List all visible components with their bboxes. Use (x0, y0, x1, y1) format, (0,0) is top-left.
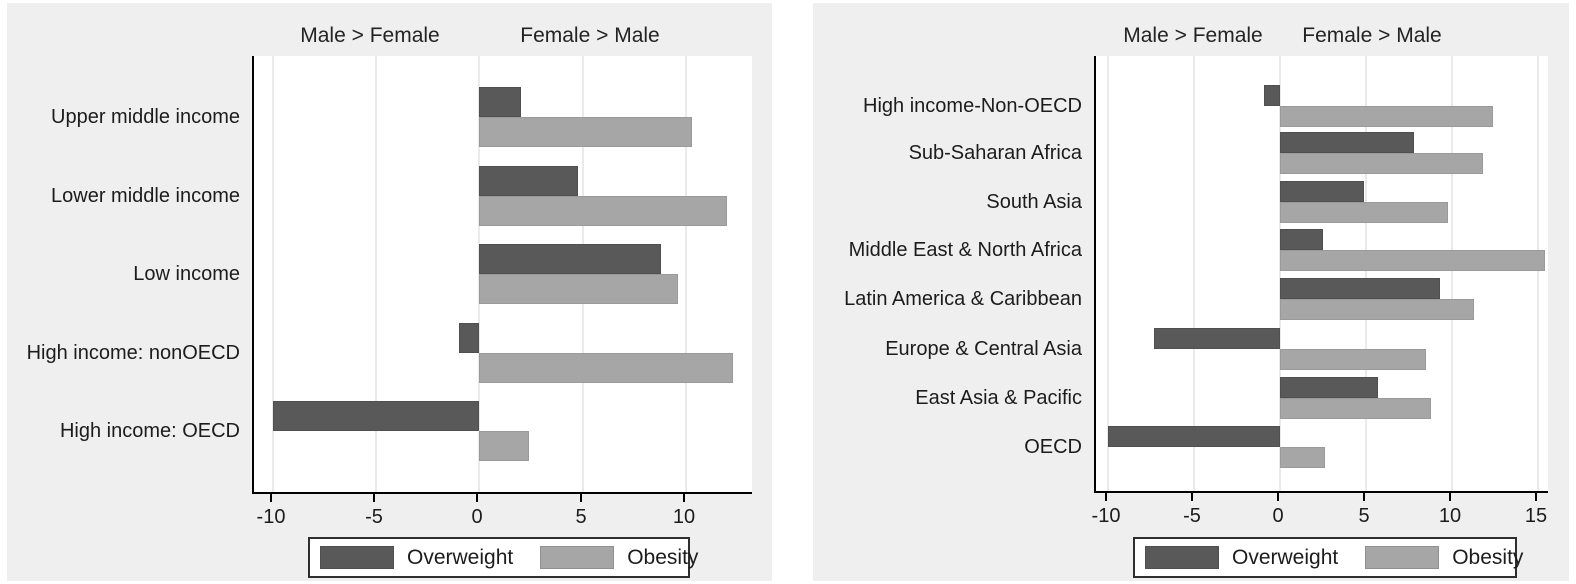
legend-label-obesity: Obesity (627, 545, 699, 569)
bar-overweight (458, 323, 480, 353)
x-axis-tick (270, 494, 272, 502)
category-label: High income-Non-OECD (863, 95, 1082, 117)
x-axis-tick (1191, 493, 1193, 501)
bar-obesity (479, 117, 693, 147)
x-axis-tick (1105, 493, 1107, 501)
x-axis-tick (373, 494, 375, 502)
bar-overweight (1279, 377, 1378, 398)
category-label: East Asia & Pacific (915, 387, 1082, 409)
gridline (375, 56, 377, 492)
bar-overweight (1279, 181, 1365, 202)
gridline (478, 56, 480, 492)
bar-overweight (1279, 229, 1323, 250)
bar-overweight (479, 244, 662, 274)
bar-overweight (479, 166, 579, 196)
x-axis-tick-label: -5 (1183, 505, 1201, 527)
income-group-chart-panel: Male > Female Female > Male Overweight O… (7, 3, 772, 581)
annotation-male-gt-female: Male > Female (1123, 24, 1263, 47)
category-label: High income: nonOECD (26, 342, 240, 364)
legend-swatch-overweight (1145, 546, 1219, 569)
x-axis-tick (476, 494, 478, 502)
annotation-female-gt-male: Female > Male (520, 24, 660, 47)
category-label: Upper middle income (51, 106, 240, 128)
x-axis-tick (1449, 493, 1451, 501)
x-axis-tick-label: 5 (1358, 505, 1370, 527)
legend-label-overweight: Overweight (1232, 545, 1339, 569)
category-label: Sub-Saharan Africa (908, 142, 1082, 164)
x-axis-tick (580, 494, 582, 502)
category-label: OECD (1024, 436, 1082, 458)
gridline (1193, 56, 1195, 491)
bar-obesity (1279, 250, 1545, 271)
x-axis-tick-label: 10 (1438, 505, 1462, 527)
x-axis-tick-label: 10 (672, 506, 696, 528)
legend-swatch-overweight (320, 546, 394, 569)
x-axis-tick-label: 5 (575, 506, 587, 528)
gridline (272, 56, 274, 492)
legend: Overweight Obesity (308, 537, 698, 578)
category-label: Latin America & Caribbean (844, 288, 1082, 310)
plot-area (1094, 56, 1548, 493)
bar-obesity (479, 353, 734, 383)
x-axis-tick-label: -10 (1091, 505, 1121, 527)
x-axis-tick (1277, 493, 1279, 501)
x-axis-tick-label: 0 (1272, 505, 1284, 527)
bar-obesity (479, 431, 529, 461)
bar-obesity (1279, 349, 1426, 370)
gridline (1107, 56, 1109, 491)
bar-overweight (272, 401, 480, 431)
gridline (1365, 56, 1367, 491)
bar-obesity (1279, 106, 1493, 127)
bar-obesity (479, 196, 728, 226)
category-label: Europe & Central Asia (885, 338, 1082, 360)
bar-overweight (1279, 132, 1414, 153)
x-axis-tick-label: 15 (1524, 505, 1548, 527)
bar-obesity (1279, 398, 1432, 419)
bar-obesity (1279, 153, 1483, 174)
bar-obesity (1279, 299, 1475, 320)
region-chart-panel: Male > Female Female > Male Overweight O… (813, 3, 1569, 581)
category-label: Low income (133, 263, 240, 285)
annotation-female-gt-male: Female > Male (1302, 24, 1442, 47)
x-axis-tick-label: 0 (471, 506, 483, 528)
category-label: Lower middle income (51, 185, 240, 207)
plot-area (252, 56, 752, 494)
x-axis-tick (683, 494, 685, 502)
category-label: South Asia (986, 191, 1082, 213)
gridline (685, 56, 687, 492)
gridline (1537, 56, 1539, 491)
legend-label-obesity: Obesity (1452, 545, 1524, 569)
bar-overweight (1154, 328, 1280, 349)
x-axis-tick-label: -10 (256, 506, 286, 528)
legend-swatch-obesity (1365, 546, 1440, 569)
x-axis-tick-label: -5 (365, 506, 383, 528)
annotation-male-gt-female: Male > Female (300, 24, 440, 47)
bar-overweight (1264, 85, 1280, 106)
legend-label-overweight: Overweight (407, 545, 514, 569)
legend-swatch-obesity (540, 546, 615, 569)
bar-overweight (1108, 426, 1280, 447)
bar-obesity (479, 274, 678, 304)
x-axis-tick (1363, 493, 1365, 501)
gridline (1451, 56, 1453, 491)
legend: Overweight Obesity (1133, 537, 1523, 578)
bar-overweight (1279, 278, 1440, 299)
category-label: Middle East & North Africa (848, 239, 1082, 261)
category-label: High income: OECD (59, 420, 240, 442)
bar-obesity (1279, 202, 1449, 223)
x-axis-tick (1535, 493, 1537, 501)
bar-obesity (1279, 447, 1325, 468)
bar-overweight (479, 87, 521, 117)
gridline (1279, 56, 1281, 491)
